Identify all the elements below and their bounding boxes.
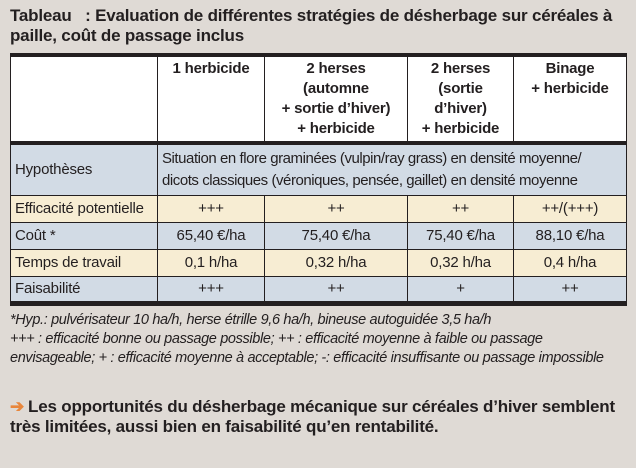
footnote-legend: +++ : efficacité bonne ou passage possib… <box>10 330 604 366</box>
header-col-2-herses-automne: 2 herses (automne + sortie d’hiver) + he… <box>264 54 408 145</box>
cell-cout-3: 75,40 €/ha <box>407 221 514 250</box>
cell-faisabilite-3: + <box>407 275 514 304</box>
row-temps: Temps de travail 0,1 h/ha 0,32 h/ha 0,32… <box>10 248 627 277</box>
conclusion: ➔ Les opportunités du désherbage mécaniqu… <box>10 397 630 437</box>
cell-efficacite-3: ++ <box>407 194 514 223</box>
cell-efficacite-2: ++ <box>264 194 408 223</box>
cell-efficacite-1: +++ <box>157 194 265 223</box>
document-page: Tableau : Evaluation de différentes stra… <box>10 6 630 437</box>
row-cout: Coût * 65,40 €/ha 75,40 €/ha 75,40 €/ha … <box>10 221 627 250</box>
conclusion-text: Les opportunités du désherbage mécanique… <box>10 396 615 436</box>
cell-temps-2: 0,32 h/ha <box>264 248 408 277</box>
cell-temps-1: 0,1 h/ha <box>157 248 265 277</box>
row-efficacite: Efficacité potentielle +++ ++ ++ ++/(+++… <box>10 194 627 223</box>
footnote-hypotheses: *Hyp.: pulvérisateur 10 ha/h, herse étri… <box>10 311 492 328</box>
row-label-cout: Coût * <box>10 221 158 250</box>
footnotes: *Hyp.: pulvérisateur 10 ha/h, herse étri… <box>10 311 630 368</box>
row-label-efficacite: Efficacité potentielle <box>10 194 158 223</box>
cell-temps-4: 0,4 h/ha <box>513 248 627 277</box>
evaluation-table: 1 herbicide 2 herses (automne + sortie d… <box>10 53 627 306</box>
cell-cout-2: 75,40 €/ha <box>264 221 408 250</box>
row-faisabilite: Faisabilité +++ ++ + ++ <box>10 275 627 304</box>
cell-efficacite-4: ++/(+++) <box>513 194 627 223</box>
header-col-binage: Binage + herbicide <box>513 54 627 145</box>
arrow-right-icon: ➔ <box>10 396 25 416</box>
row-label-faisabilite: Faisabilité <box>10 275 158 304</box>
cell-cout-1: 65,40 €/ha <box>157 221 265 250</box>
cell-cout-4: 88,10 €/ha <box>513 221 627 250</box>
hypotheses-value: Situation en flore graminées (vulpin/ray… <box>157 142 627 196</box>
row-hypotheses: Hypothèses Situation en flore graminées … <box>10 142 627 196</box>
header-corner-cell <box>10 54 158 145</box>
table-header-row: 1 herbicide 2 herses (automne + sortie d… <box>10 54 627 145</box>
cell-faisabilite-4: ++ <box>513 275 627 304</box>
header-col-2-herses-sortie: 2 herses (sortie d’hiver) + herbicide <box>407 54 514 145</box>
row-label-hypotheses: Hypothèses <box>10 142 158 196</box>
row-label-temps: Temps de travail <box>10 248 158 277</box>
cell-faisabilite-2: ++ <box>264 275 408 304</box>
cell-temps-3: 0,32 h/ha <box>407 248 514 277</box>
cell-faisabilite-1: +++ <box>157 275 265 304</box>
header-col-1-herbicide: 1 herbicide <box>157 54 265 145</box>
table-title: Tableau : Evaluation de différentes stra… <box>10 6 613 45</box>
